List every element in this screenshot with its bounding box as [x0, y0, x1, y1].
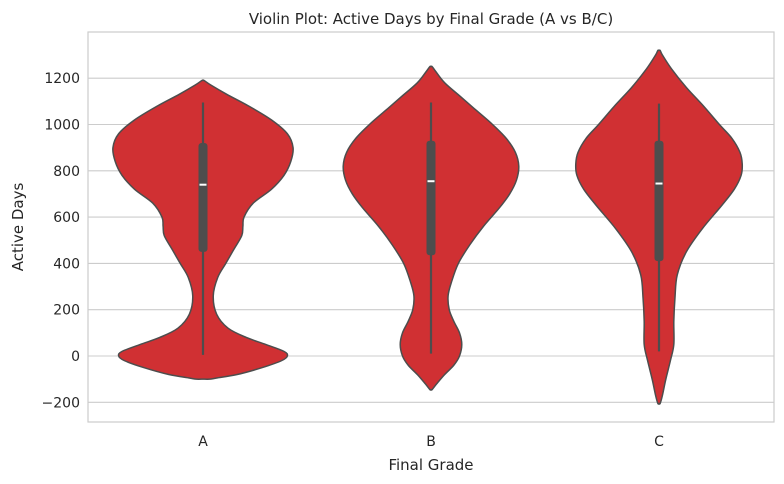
chart-title: Violin Plot: Active Days by Final Grade … — [249, 10, 613, 28]
y-tick-label: 600 — [53, 210, 80, 226]
violin-iqr-box — [198, 143, 208, 252]
y-tick-labels: −200 0 200 400 600 800 1000 1200 — [42, 71, 80, 411]
y-tick-label: 1000 — [44, 118, 80, 134]
y-axis-label: Active Days — [9, 183, 27, 272]
x-tick-label: B — [426, 434, 436, 450]
x-tick-labels: A B C — [198, 434, 664, 450]
y-tick-label: −200 — [42, 395, 80, 411]
violin-iqr-box — [654, 140, 664, 262]
y-tick-label: 1200 — [44, 71, 80, 87]
y-tick-label: 200 — [53, 303, 80, 319]
x-tick-label: C — [654, 434, 664, 450]
y-tick-label: 400 — [53, 256, 80, 272]
plot-frame — [87, 31, 775, 423]
y-tick-label: 0 — [71, 349, 80, 365]
violins — [112, 49, 744, 405]
x-tick-label: A — [198, 434, 208, 450]
violin-iqr-box — [426, 140, 436, 256]
y-tick-label: 800 — [53, 164, 80, 180]
x-axis-label: Final Grade — [388, 456, 473, 474]
